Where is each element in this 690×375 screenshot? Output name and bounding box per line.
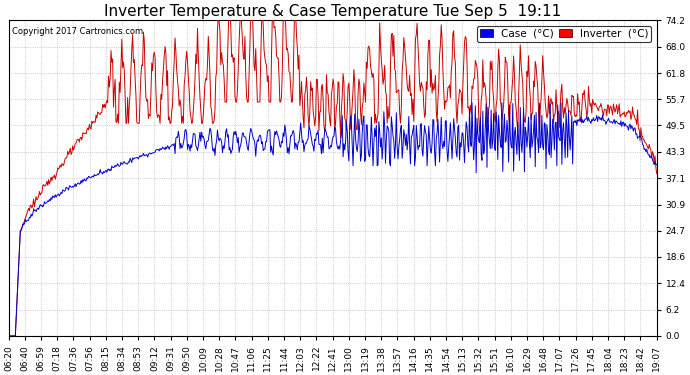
Title: Inverter Temperature & Case Temperature Tue Sep 5  19:11: Inverter Temperature & Case Temperature … (104, 4, 561, 19)
Legend: Case  (°C), Inverter  (°C): Case (°C), Inverter (°C) (477, 26, 651, 42)
Text: Copyright 2017 Cartronics.com: Copyright 2017 Cartronics.com (12, 27, 143, 36)
